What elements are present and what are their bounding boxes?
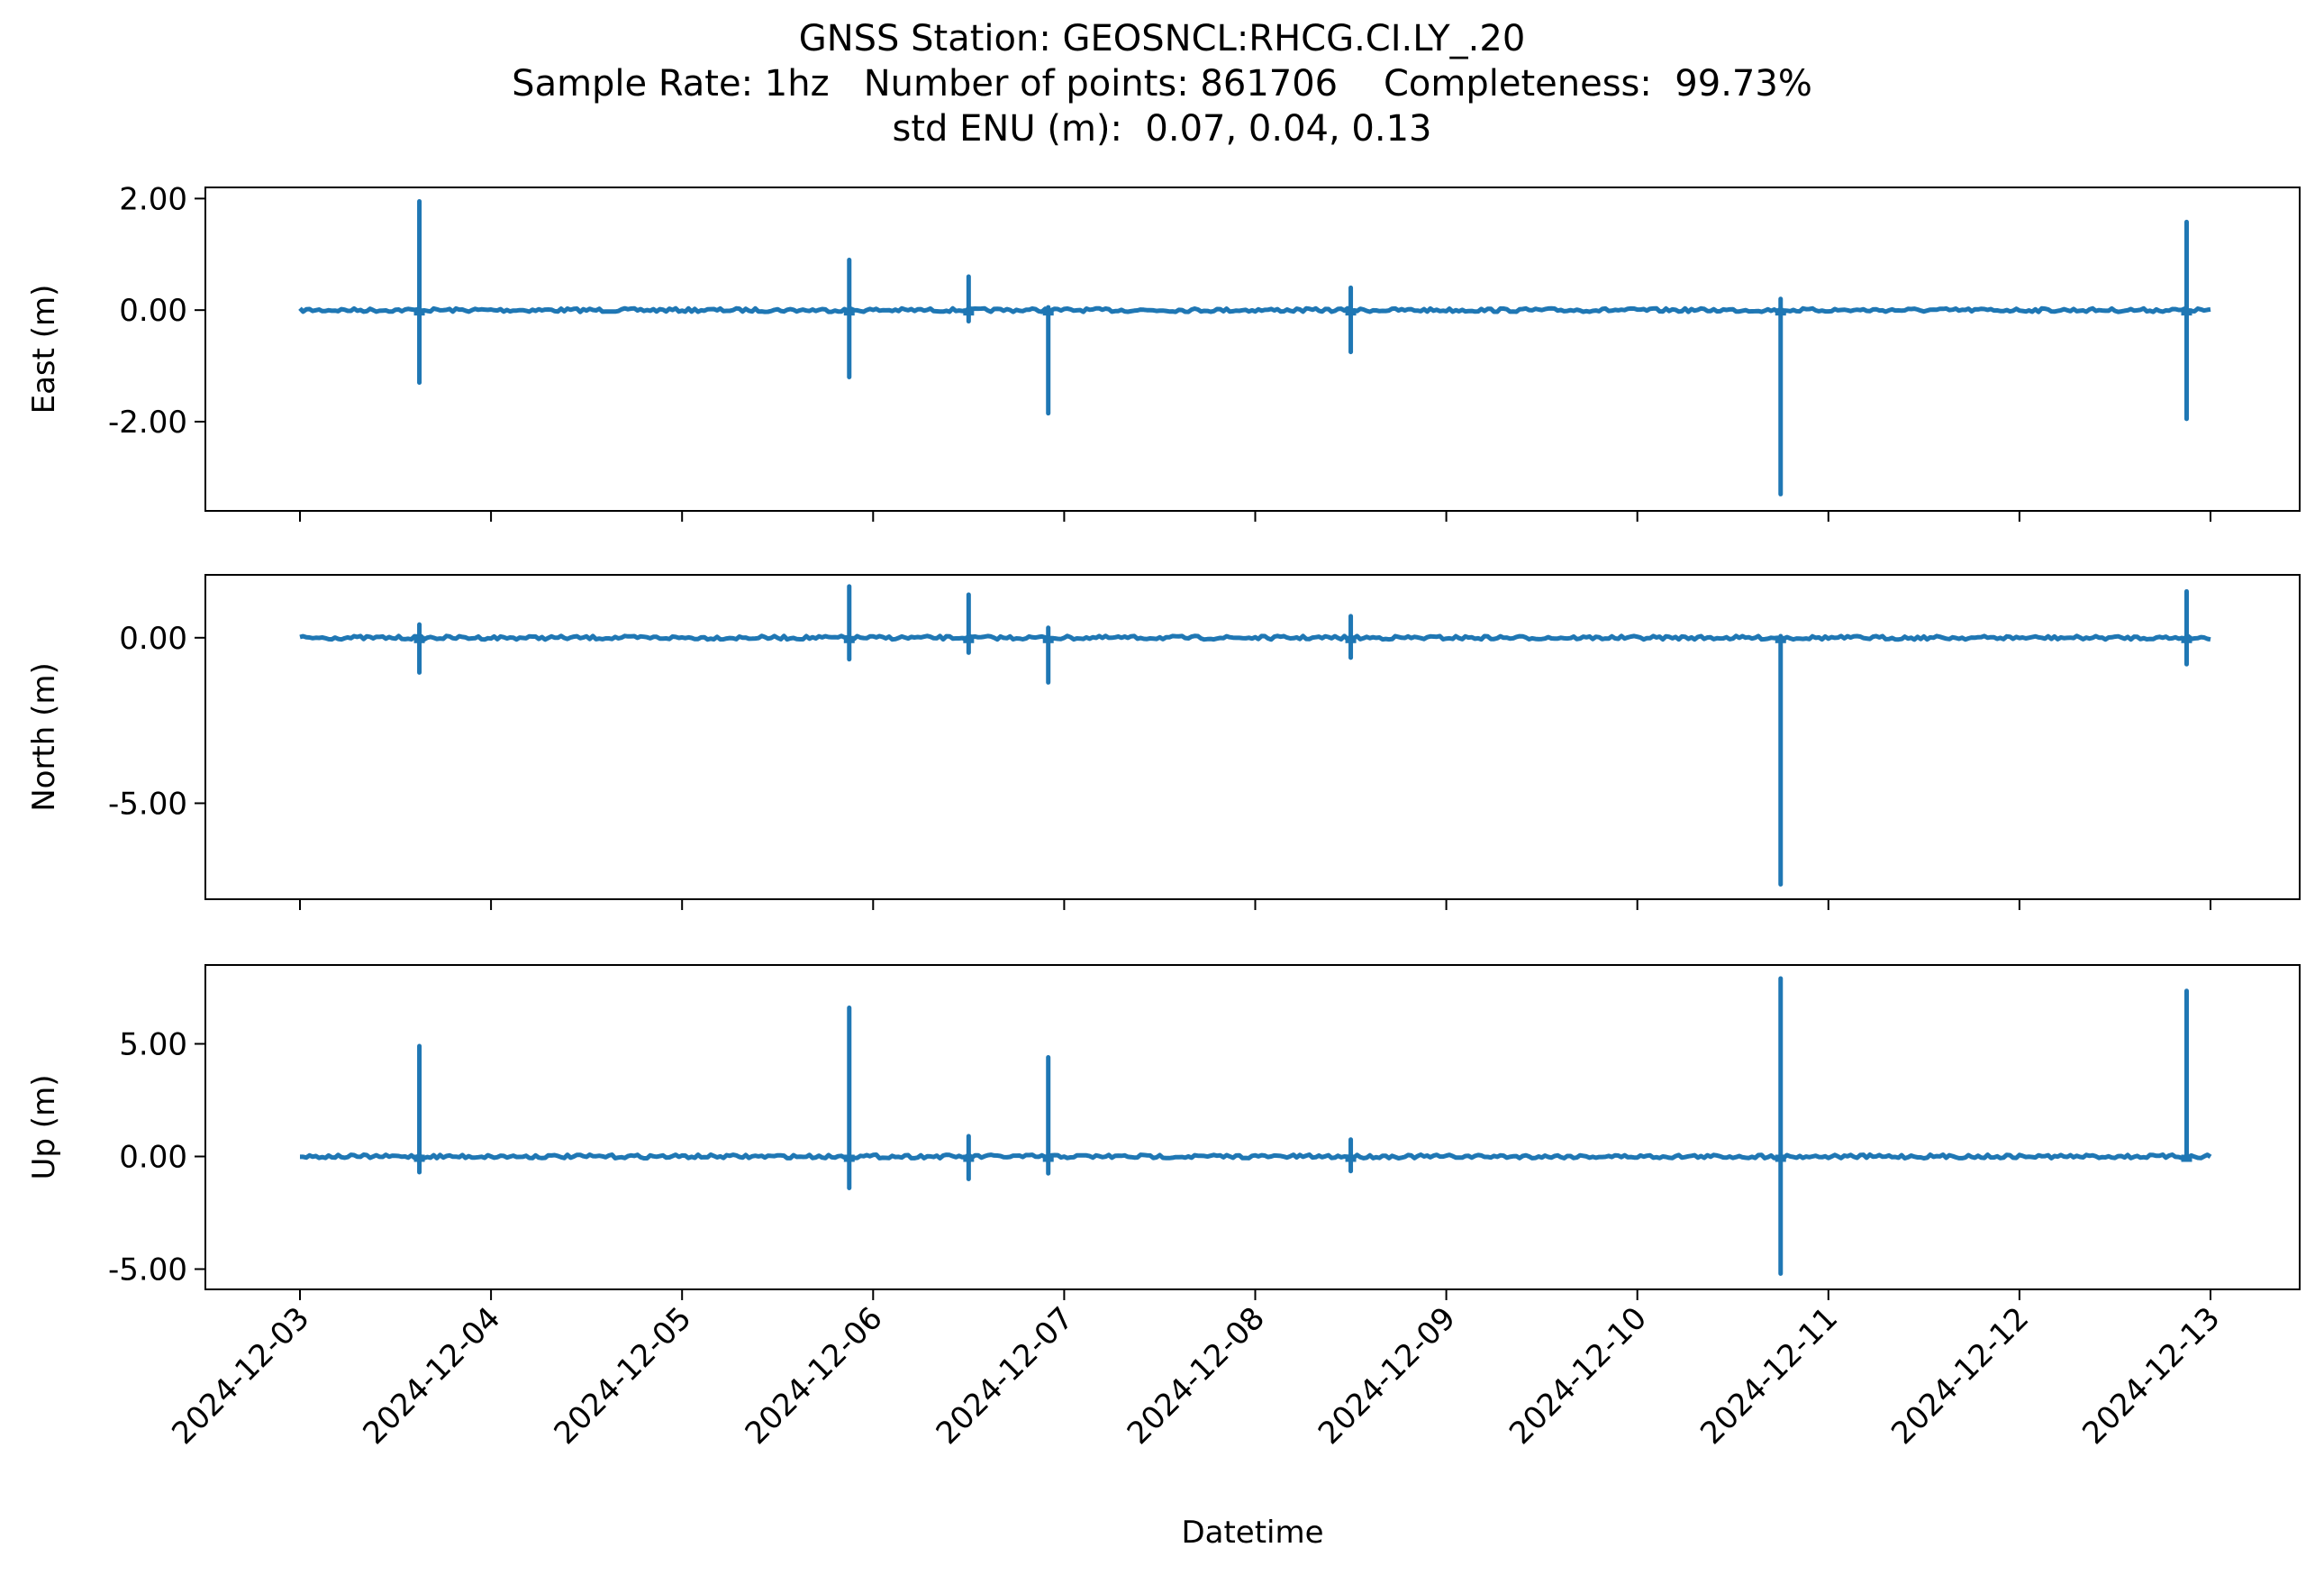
chart-subtitle: Sample Rate: 1hz Number of points: 86170… xyxy=(512,63,1812,105)
xtick-label-5: 2024-12-08 xyxy=(1121,1300,1272,1452)
panel-0-ytick-label-1: 0.00 xyxy=(119,293,187,329)
panel-1-ytick-label-1: -5.00 xyxy=(108,786,187,822)
panel-2-ylabel: Up (m) xyxy=(26,1075,62,1180)
xtick-label-0: 2024-12-03 xyxy=(165,1300,316,1452)
panel-2-ytick-label-0: 5.00 xyxy=(119,1027,187,1063)
x-axis-label: Datetime xyxy=(1181,1515,1323,1551)
series-2-baseline xyxy=(300,1152,2212,1161)
series-1-baseline xyxy=(299,633,2211,642)
panel-1-frame xyxy=(204,574,2301,900)
panel-0-ytick-label-0: 2.00 xyxy=(119,181,187,217)
series-0-baseline xyxy=(298,305,2211,314)
panel-1-ylabel: North (m) xyxy=(26,662,62,812)
xtick-label-8: 2024-12-11 xyxy=(1693,1300,1845,1452)
xtick-label-1: 2024-12-04 xyxy=(356,1300,507,1452)
chart-title: GNSS Station: GEOSNCL:RHCG.CI.LY_.20 xyxy=(798,18,1526,59)
xtick-label-9: 2024-12-12 xyxy=(1884,1300,2036,1452)
panel-2-ytick-label-1: 0.00 xyxy=(119,1140,187,1176)
panel-0-frame xyxy=(204,187,2301,512)
xtick-label-10: 2024-12-13 xyxy=(2075,1300,2227,1452)
panel-1-ytick-label-0: 0.00 xyxy=(119,621,187,657)
panel-0-ytick-label-2: -2.00 xyxy=(108,405,187,441)
xtick-label-4: 2024-12-07 xyxy=(930,1300,1081,1452)
xtick-label-7: 2024-12-10 xyxy=(1502,1300,1654,1452)
chart-subtitle-std: std ENU (m): 0.07, 0.04, 0.13 xyxy=(892,108,1432,150)
xtick-label-3: 2024-12-06 xyxy=(739,1300,890,1452)
xtick-label-6: 2024-12-09 xyxy=(1312,1300,1463,1452)
panel-2-ytick-label-2: -5.00 xyxy=(108,1252,187,1288)
panel-0-ylabel: East (m) xyxy=(26,285,62,414)
panel-2-frame xyxy=(204,964,2301,1290)
xtick-label-2: 2024-12-05 xyxy=(548,1300,699,1452)
